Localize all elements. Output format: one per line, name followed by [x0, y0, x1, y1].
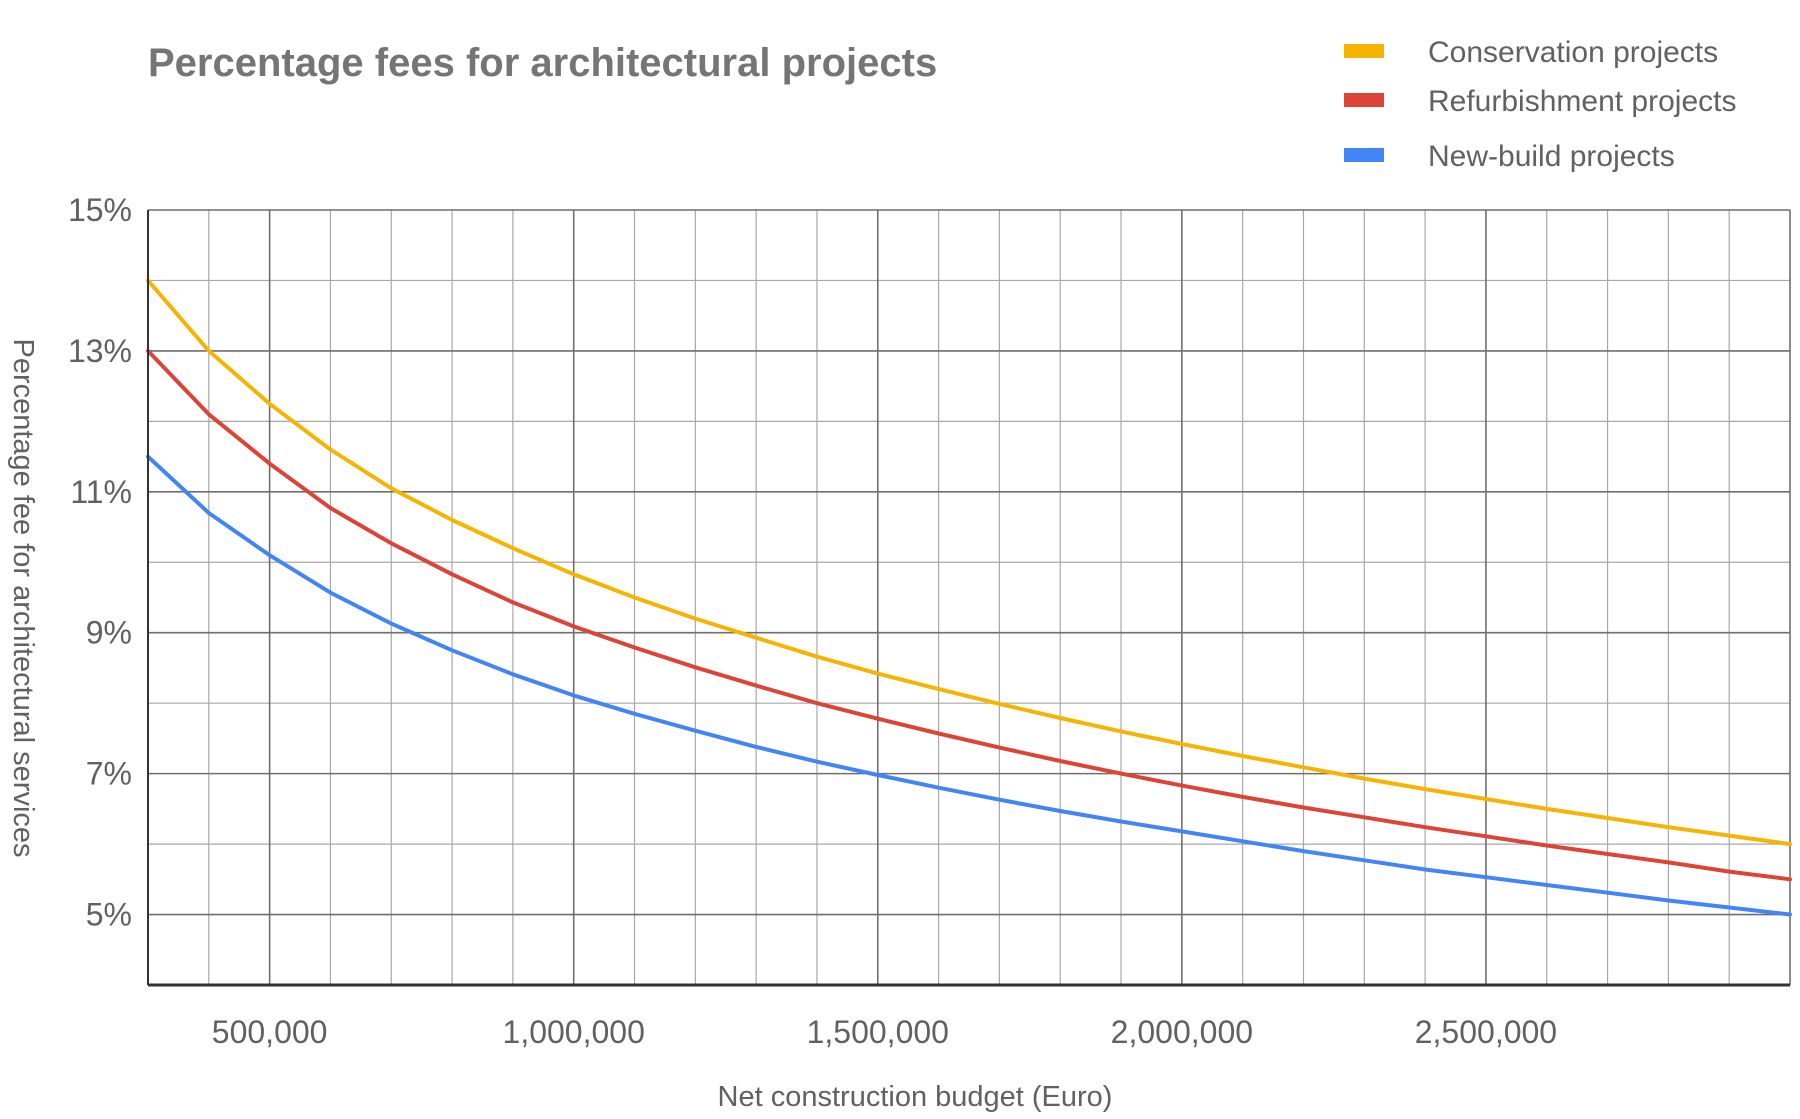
y-tick-label: 15%: [68, 192, 132, 228]
x-tick-label: 2,500,000: [1415, 1014, 1557, 1050]
grid-minor: [147, 210, 1790, 986]
y-axis-title: Percentage fee for architectural service…: [7, 338, 39, 857]
legend-swatch: [1344, 44, 1384, 58]
legend-label: Conservation projects: [1428, 36, 1718, 69]
y-tick-label: 9%: [86, 615, 132, 651]
legend-label: New-build projects: [1428, 140, 1675, 173]
legend: Conservation projects Refurbishment proje…: [1344, 36, 1736, 173]
x-tick-label: 1,000,000: [503, 1014, 645, 1050]
legend-swatch: [1344, 148, 1384, 162]
grid-major: [148, 209, 1791, 985]
tick-labels: 5% 7% 9% 11% 13% 15% 500,000 1,000,000 1,500,000…: [68, 192, 1557, 1050]
legend-label: Refurbishment projects: [1428, 85, 1736, 118]
series-line-2: [146, 348, 1792, 882]
x-axis-title: Net construction budget (Euro): [718, 1081, 1113, 1113]
legend-swatch: [1344, 93, 1384, 107]
y-tick-label: 13%: [68, 333, 132, 369]
chart-title: Percentage fees for architectural projec…: [148, 41, 937, 85]
x-tick-label: 500,000: [212, 1014, 328, 1050]
x-tick-label: 2,000,000: [1111, 1014, 1253, 1050]
axes: [147, 210, 1790, 987]
series-line-1: [146, 278, 1792, 847]
y-tick-label: 5%: [86, 897, 132, 933]
y-tick-label: 11%: [70, 474, 132, 510]
series-line-3: [146, 454, 1792, 917]
x-tick-label: 1,500,000: [807, 1014, 949, 1050]
series-layer: [146, 278, 1792, 917]
y-tick-label: 7%: [86, 756, 132, 792]
